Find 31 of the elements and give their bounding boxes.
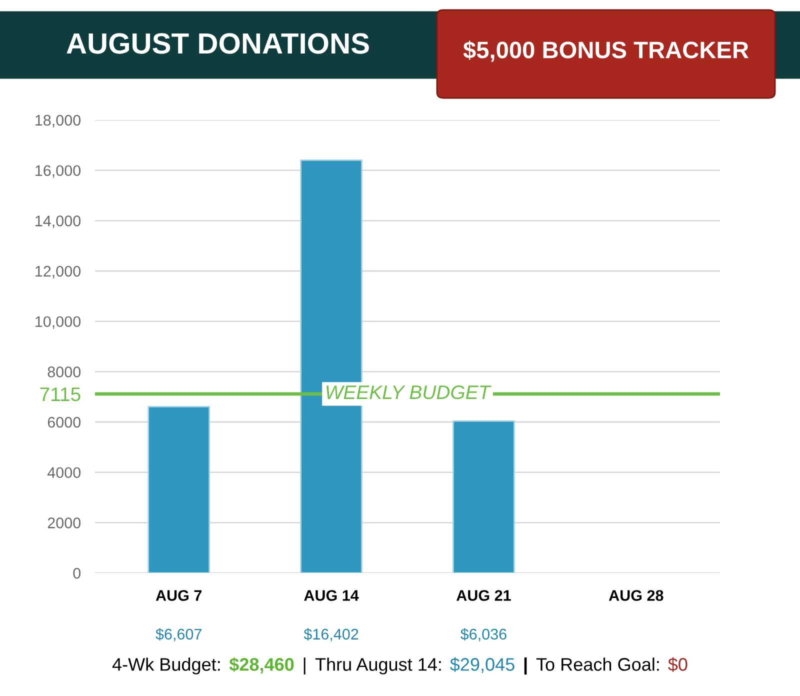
chart-subtitle: $5,000 BONUS TRACKER bbox=[463, 40, 749, 62]
text: 4-Wk Budget: bbox=[112, 658, 220, 674]
y-tick-label: 6000 bbox=[48, 416, 81, 428]
chart-title: AUGUST DONATIONS bbox=[66, 33, 369, 54]
text: Thru August 14: bbox=[315, 658, 441, 674]
y-tick-label: 16,000 bbox=[36, 165, 81, 178]
y-tick-label: 12,000 bbox=[36, 266, 81, 278]
ref-line-label: WEEKLY BUDGET bbox=[326, 385, 492, 400]
text: To Reach Goal: bbox=[536, 658, 659, 671]
x-tick-label: AUG 14 bbox=[304, 590, 359, 601]
y-tick-label: 0 bbox=[73, 568, 81, 579]
data-label: $6,036 bbox=[460, 628, 506, 642]
y-tick-label: 18,000 bbox=[36, 114, 81, 128]
data-label: $6,607 bbox=[156, 628, 202, 642]
text: $28,460 bbox=[229, 657, 294, 674]
text: | bbox=[304, 658, 306, 674]
bar bbox=[452, 420, 515, 573]
y-tick-label: 7115 bbox=[40, 388, 80, 402]
data-label: $16,402 bbox=[304, 628, 358, 642]
x-tick-label: AUG 21 bbox=[456, 590, 511, 601]
text: $29,045 bbox=[450, 657, 514, 673]
text: | bbox=[524, 657, 527, 675]
x-tick-label: AUG 28 bbox=[608, 590, 664, 601]
text: $0 bbox=[668, 657, 688, 672]
y-tick-label: 4000 bbox=[47, 467, 81, 478]
y-tick-label: 8000 bbox=[48, 366, 81, 378]
y-tick-label: 2000 bbox=[48, 518, 81, 528]
x-tick-label: AUG 7 bbox=[156, 590, 202, 601]
y-tick-label: 10,000 bbox=[36, 316, 81, 329]
y-tick-label: 14,000 bbox=[36, 216, 81, 228]
bar bbox=[148, 406, 210, 573]
